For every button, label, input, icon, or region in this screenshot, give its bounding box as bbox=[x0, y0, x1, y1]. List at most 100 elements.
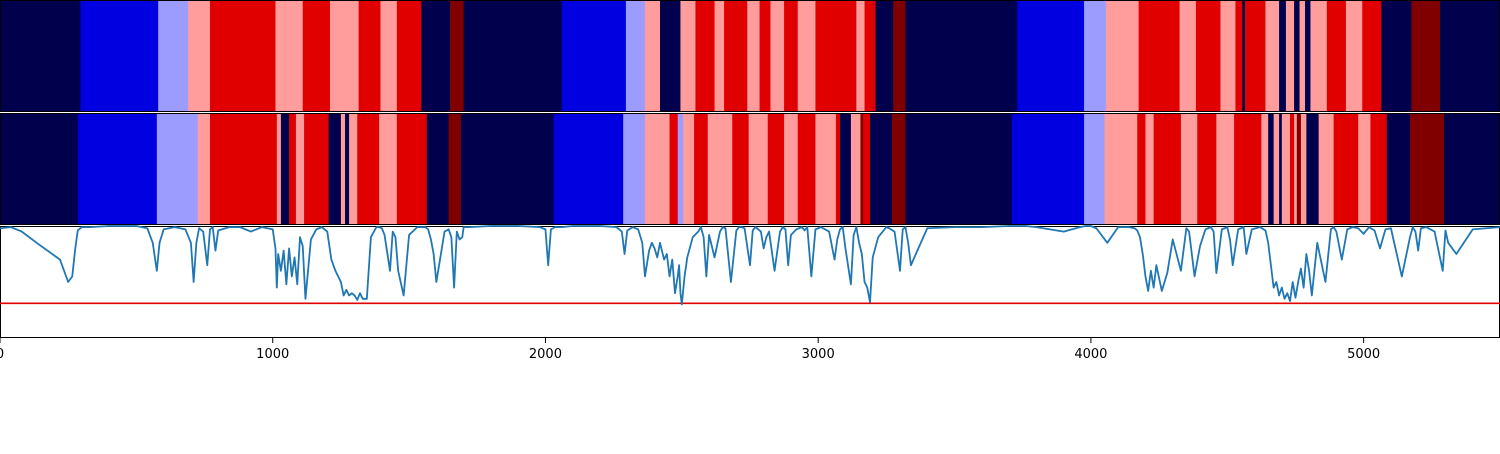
state-segment bbox=[349, 113, 358, 225]
state-segment bbox=[747, 0, 760, 112]
state-segment bbox=[421, 0, 451, 112]
state-segment bbox=[1242, 0, 1246, 112]
state-segment bbox=[1104, 113, 1138, 225]
state-segment bbox=[460, 113, 555, 225]
state-segment bbox=[645, 0, 661, 112]
x-tick-label: 4000 bbox=[1074, 347, 1107, 362]
state-segment bbox=[1195, 0, 1221, 112]
state-segment bbox=[694, 113, 709, 225]
state-segment bbox=[732, 113, 750, 225]
state-segment bbox=[625, 0, 646, 112]
state-segment bbox=[1220, 0, 1236, 112]
state-segment bbox=[295, 113, 305, 225]
state-segment bbox=[357, 113, 380, 225]
state-segment bbox=[1300, 113, 1307, 225]
state-segment bbox=[275, 0, 304, 112]
state-segment bbox=[1294, 113, 1298, 225]
state-segment bbox=[1326, 0, 1347, 112]
state-segment bbox=[815, 0, 857, 112]
x-axis: 0 1000 2000 3000 4000 5000 bbox=[0, 338, 1380, 362]
state-segment bbox=[1279, 0, 1287, 112]
state-segment bbox=[1273, 113, 1280, 225]
state-rows bbox=[0, 0, 1500, 225]
state-segment bbox=[1290, 113, 1295, 225]
state-segment bbox=[1235, 0, 1243, 112]
state-segment bbox=[1358, 113, 1371, 225]
state-segment bbox=[80, 0, 159, 112]
state-segment bbox=[1318, 113, 1335, 225]
state-segment bbox=[1281, 113, 1291, 225]
state-segment bbox=[1180, 113, 1198, 225]
state-segment bbox=[1299, 0, 1306, 112]
state-segment bbox=[660, 0, 681, 112]
state-segment bbox=[784, 0, 799, 112]
x-tick-label: 1000 bbox=[256, 347, 289, 362]
state-segment bbox=[380, 0, 398, 112]
state-segment bbox=[158, 0, 189, 112]
state-segment bbox=[1381, 0, 1412, 112]
state-segment bbox=[759, 0, 771, 112]
state-segment bbox=[1333, 113, 1359, 225]
state-segment bbox=[891, 113, 906, 225]
state-segment bbox=[1011, 113, 1085, 225]
state-segment bbox=[1138, 0, 1180, 112]
state-segment bbox=[448, 113, 462, 225]
state-segment bbox=[875, 0, 894, 112]
state-segment bbox=[340, 113, 346, 225]
state-segment bbox=[683, 113, 695, 225]
state-segment bbox=[0, 113, 79, 225]
state-segment bbox=[1279, 113, 1283, 225]
state-segment bbox=[864, 0, 876, 112]
state-segment bbox=[1084, 113, 1105, 225]
state-segment bbox=[1411, 0, 1441, 112]
state-segment bbox=[850, 113, 861, 225]
state-segment bbox=[1285, 0, 1295, 112]
state-segment bbox=[1306, 113, 1320, 225]
state-segment bbox=[1216, 113, 1235, 225]
state-segment bbox=[1294, 0, 1300, 112]
state-segment bbox=[396, 113, 428, 225]
state-segment bbox=[1245, 0, 1266, 112]
state-segment bbox=[450, 0, 465, 112]
state-segment bbox=[695, 0, 715, 112]
x-tick-label: 3000 bbox=[802, 347, 835, 362]
state-segment bbox=[1137, 113, 1146, 225]
state-segment bbox=[358, 0, 381, 112]
state-segment bbox=[840, 113, 852, 225]
state-segment bbox=[1234, 113, 1262, 225]
state-segment bbox=[870, 113, 893, 225]
signal-panel bbox=[0, 225, 1500, 338]
state-segment bbox=[748, 113, 769, 225]
state-segment bbox=[1296, 113, 1302, 225]
state-segment bbox=[860, 113, 864, 225]
state-segment bbox=[784, 113, 799, 225]
state-segment bbox=[197, 113, 211, 225]
state-segment bbox=[905, 0, 1018, 112]
state-segment bbox=[396, 0, 422, 112]
state-segment bbox=[1179, 0, 1197, 112]
state-segment bbox=[724, 0, 748, 112]
state-segment bbox=[1084, 0, 1107, 112]
state-segment bbox=[1105, 0, 1140, 112]
state-segment bbox=[623, 113, 646, 225]
state-segment bbox=[835, 113, 841, 225]
x-tick-label: 0 bbox=[0, 347, 4, 362]
state-segment bbox=[714, 0, 725, 112]
state-segment bbox=[707, 113, 733, 225]
x-tick-label: 5000 bbox=[1347, 347, 1380, 362]
signal-line bbox=[0, 225, 1500, 306]
signal-frame bbox=[0, 226, 1500, 338]
state-segment bbox=[1410, 113, 1445, 225]
state-segment bbox=[210, 113, 278, 225]
state-segment bbox=[302, 0, 331, 112]
state-segment bbox=[1017, 0, 1085, 112]
state-segment bbox=[463, 0, 563, 112]
state-segment bbox=[797, 113, 816, 225]
state-segment bbox=[0, 0, 81, 112]
state-segment bbox=[379, 113, 398, 225]
state-segment bbox=[856, 0, 865, 112]
state-segment bbox=[1440, 0, 1500, 112]
state-segment bbox=[815, 113, 837, 225]
